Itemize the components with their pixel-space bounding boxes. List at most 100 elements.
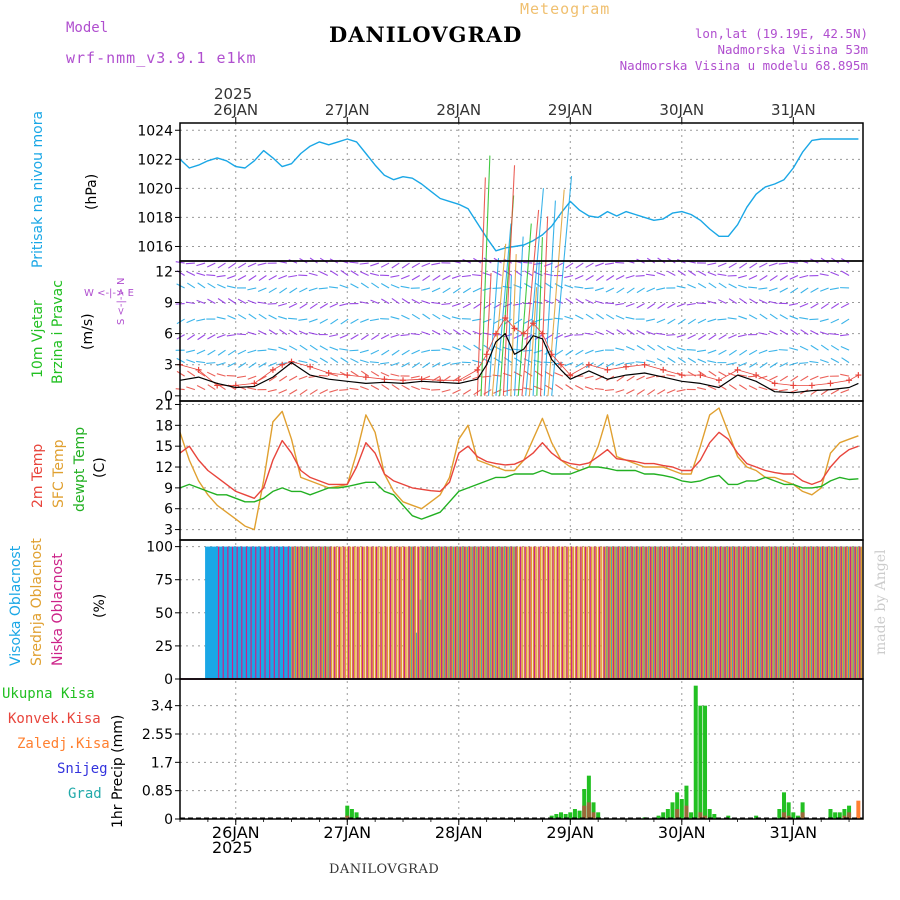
wind-arrow: [410, 332, 420, 336]
wind-arrow: [278, 389, 288, 394]
wind-arrow: [800, 375, 809, 382]
wind-arrow: [707, 300, 717, 305]
wind-arrow: [247, 349, 257, 354]
wind-arrow: [227, 275, 236, 280]
wind-arrow: [207, 334, 216, 340]
wind-arrow: [554, 334, 564, 340]
wind-arrow: [779, 329, 789, 336]
wind-arrow: [626, 329, 635, 336]
axis-text-layer: 26JAN 26JAN 27JAN 27JAN 28JAN 28JAN 29JAN 29JAN…: [137, 101, 817, 842]
wind-arrow: [768, 262, 778, 267]
wind-arrow: [472, 287, 482, 293]
wind-arrow: [646, 331, 656, 336]
total-precip-bar: [837, 812, 842, 819]
wind-arrow: [371, 334, 380, 340]
wind-arrow: [472, 318, 482, 322]
wind-arrow: [799, 345, 809, 351]
wind-arrow: [308, 272, 318, 277]
wind-arrow: [216, 373, 226, 377]
wind-arrow: [615, 347, 625, 351]
wind-arrow: [605, 362, 615, 368]
total-precip-bar: [558, 812, 563, 819]
y-tick-label: 2.55: [142, 727, 173, 743]
total-precip-bar: [842, 809, 847, 819]
wind-arrow: [717, 262, 727, 268]
wind-arrow: [584, 375, 594, 379]
wind-arrow: [390, 284, 400, 289]
wind-arrow: [247, 262, 257, 268]
wind-arrow: [431, 389, 441, 391]
wind-arrow: [615, 389, 625, 393]
wind-arrow: [615, 362, 625, 367]
wind-arrow: [657, 389, 666, 395]
wind-arrow: [718, 282, 727, 289]
gust-line: [179, 317, 859, 386]
wind-arrow: [667, 357, 676, 364]
wind-arrow: [227, 298, 237, 304]
wind-arrow: [748, 275, 758, 280]
wind-arrow: [330, 318, 339, 325]
wind-arrow: [594, 349, 604, 353]
y-tick-label: 18: [155, 418, 173, 434]
wind-arrow: [330, 270, 339, 276]
y-tick-label: 1024: [137, 123, 173, 139]
wind-arrow: [319, 389, 328, 395]
wind-arrow: [606, 275, 615, 281]
wind-arrow: [247, 331, 257, 336]
wind-arrow: [565, 297, 574, 304]
conv-precip-bar: [800, 812, 805, 819]
dewpt-line: [179, 466, 859, 520]
wind-arrow: [329, 373, 339, 377]
wind-arrow: [187, 370, 196, 377]
y-tick-label: 6: [164, 327, 173, 343]
wind-arrow: [778, 389, 788, 392]
wind-arrow: [656, 358, 666, 364]
wind-arrow-storm: [513, 236, 524, 396]
y-tick-label: 0: [164, 672, 173, 688]
wind-arrow: [289, 389, 298, 395]
wind-arrow: [605, 287, 615, 293]
wind-arrow: [462, 345, 472, 351]
wind-arrow: [340, 318, 349, 325]
wind-arrow: [216, 274, 226, 278]
total-precip-bar: [684, 785, 689, 819]
conv-precip-bar: [786, 815, 791, 819]
wind-arrow: [299, 287, 308, 293]
wind-arrow: [595, 262, 604, 267]
wind-arrow: [442, 329, 451, 336]
wind-arrow: [615, 275, 625, 281]
wind-arrow: [523, 261, 533, 264]
wind-arrow: [636, 287, 645, 294]
wind-arrow: [738, 384, 748, 391]
wind-arrow: [769, 375, 778, 381]
wind-arrow: [585, 313, 594, 320]
wind-compass-ew: W <-|-> E: [84, 288, 134, 299]
wind-arrow: [187, 282, 196, 289]
wind-arrow: [666, 389, 676, 394]
wind-arrow: [524, 270, 533, 276]
wind-arrow: [217, 283, 226, 289]
wind-arrow: [207, 349, 216, 356]
wind-arrow: [493, 318, 502, 325]
wind-arrow: [176, 318, 185, 325]
wind-arrow: [840, 270, 850, 276]
wind-arrow: [769, 275, 778, 282]
wind-arrow: [707, 318, 717, 323]
wind-arrow: [554, 372, 564, 377]
wind-arrow: [676, 285, 686, 289]
total-precip-bar: [661, 812, 666, 819]
wind-arrow: [482, 272, 492, 277]
y-tick-label: 12: [155, 264, 173, 280]
y-tick-label: 1018: [137, 210, 173, 226]
frame-layer: [175, 117, 864, 825]
wind-arrow: [339, 334, 349, 339]
total-precip-bar: [349, 809, 354, 819]
y-tick-label: 25: [155, 639, 173, 655]
wind-arrow: [616, 329, 625, 336]
wind-arrow: [778, 349, 788, 351]
wind-arrow: [298, 375, 308, 380]
wind-arrow: [370, 299, 380, 305]
wind-arrow: [411, 313, 421, 320]
wind-arrow: [554, 298, 564, 304]
wind-arrow: [759, 362, 768, 369]
